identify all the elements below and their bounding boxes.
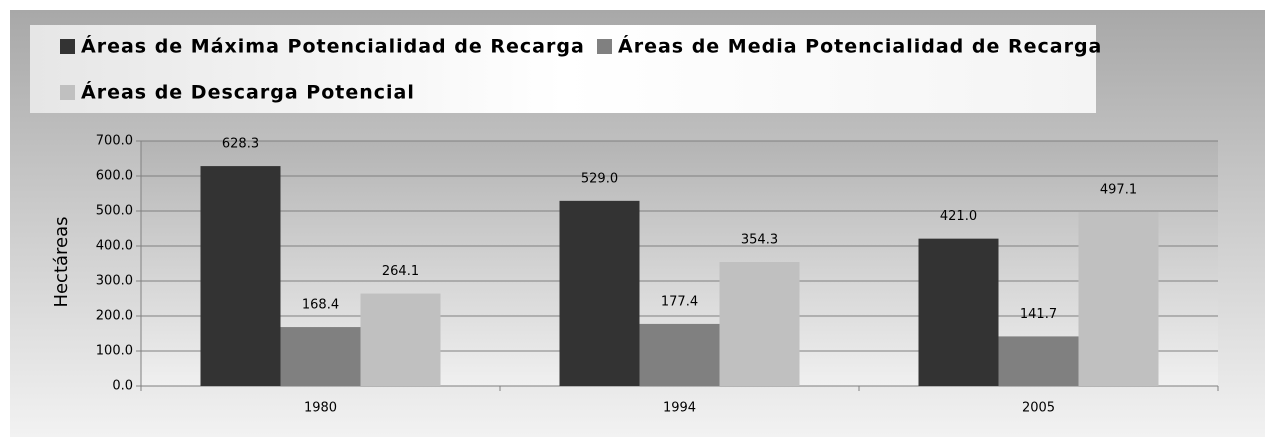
y-tick-label: 0.0 [112,379,133,394]
value-label: 264.1 [382,264,419,279]
y-tick-label: 200.0 [96,309,133,324]
y-tick-label: 100.0 [96,344,133,359]
bar [360,293,441,386]
bar [639,323,720,386]
bar [280,327,361,386]
bar [1078,212,1159,386]
legend-label: Áreas de Máxima Potencialidad de Recarga [81,35,585,58]
y-tick-label: 500.0 [96,204,133,219]
value-label: 421.0 [940,209,977,224]
legend-label: Áreas de Media Potencialidad de Recarga [618,35,1102,58]
bar [998,336,1079,386]
value-label: 141.7 [1020,307,1057,322]
y-tick-label: 700.0 [96,134,133,149]
value-label: 177.4 [661,294,698,309]
legend-swatch [60,39,75,54]
y-tick-label: 400.0 [96,239,133,254]
y-axis-label: Hectáreas [51,216,72,307]
bar [719,261,800,386]
value-label: 354.3 [741,232,778,247]
legend-swatch [60,85,75,100]
value-label: 529.0 [581,171,618,186]
legend-swatch [597,39,612,54]
legend-box [30,25,1096,113]
x-tick-label: 1980 [304,401,337,416]
value-label: 497.1 [1100,183,1137,198]
legend-label: Áreas de Descarga Potencial [81,81,415,104]
value-label: 628.3 [222,137,259,152]
bar [918,238,999,386]
bar [559,200,640,386]
y-tick-label: 600.0 [96,169,133,184]
y-tick-label: 300.0 [96,274,133,289]
x-tick-label: 1994 [663,401,696,416]
value-label: 168.4 [302,298,339,313]
x-tick-label: 2005 [1022,401,1055,416]
bar [200,166,281,386]
